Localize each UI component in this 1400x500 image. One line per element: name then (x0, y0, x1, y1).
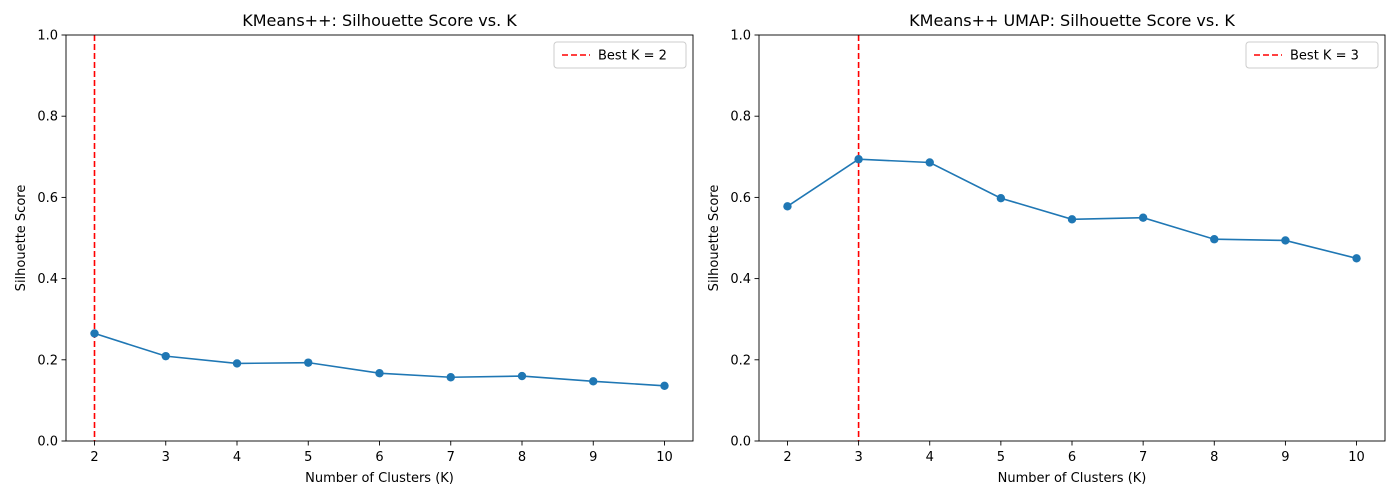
series-line (94, 332, 665, 387)
data-point (996, 194, 1006, 203)
data-point (1352, 254, 1361, 263)
y-tick-label: 0.4 (37, 272, 58, 287)
plot-frame (758, 34, 1386, 442)
x-tick-label: 9 (589, 450, 597, 465)
x-tick-label: 10 (656, 450, 673, 465)
y-tick-label: 0.6 (730, 191, 751, 206)
data-point (1210, 235, 1219, 244)
data-point (446, 373, 455, 382)
x-tick-label: 3 (854, 450, 862, 465)
chart-panel-2: KMeans++ UMAP: Silhouette Score vs. K 2 3 4… (707, 11, 1386, 486)
data-point (783, 202, 792, 211)
y-tick-label: 0.6 (37, 191, 58, 206)
x-tick-label: 2 (90, 450, 98, 465)
data-point (854, 155, 863, 164)
y-tick-label: 1.0 (730, 29, 751, 44)
y-tick-label: 0.2 (37, 353, 58, 368)
chart-panel-1: KMeans++: Silhouette Score vs. K 2 3 4 5 6 7 8 9… (14, 11, 694, 486)
data-point (304, 358, 313, 367)
x-tick-label: 7 (1139, 450, 1147, 465)
legend: Best K = 3 (1245, 41, 1379, 69)
x-axis-label: Number of Clusters (K) (998, 471, 1147, 486)
y-tick-label: 1.0 (37, 29, 58, 44)
data-point (161, 351, 170, 361)
data-point (1281, 236, 1290, 245)
x-tick-label: 2 (783, 450, 791, 465)
data-point (660, 381, 669, 390)
x-tick-label: 5 (997, 450, 1005, 465)
legend-box (553, 41, 687, 69)
legend: Best K = 2 (553, 41, 687, 69)
x-tick-label: 7 (447, 450, 455, 465)
data-point (1067, 215, 1077, 224)
y-axis-label: Silhouette Score (707, 185, 722, 292)
y-tick-label: 0.8 (37, 110, 58, 125)
x-tick-label: 8 (1210, 450, 1218, 465)
data-point (589, 377, 598, 386)
x-tick-label: 6 (375, 450, 383, 465)
y-axis-label: Silhouette Score (14, 185, 29, 292)
data-point (517, 371, 527, 381)
x-tick-label: 8 (518, 450, 526, 465)
x-axis-label: Number of Clusters (K) (305, 471, 454, 486)
data-point (232, 359, 242, 368)
data-point (925, 158, 934, 167)
x-tick-label: 3 (162, 450, 170, 465)
y-tick-label: 0.0 (37, 435, 58, 450)
y-tick-label: 0.8 (730, 110, 751, 125)
x-tick-label: 4 (926, 450, 934, 465)
x-tick-label: 6 (1068, 450, 1076, 465)
legend-box (1245, 41, 1379, 69)
y-tick-label: 0.2 (730, 353, 751, 368)
plot-frame (65, 34, 694, 442)
x-tick-label: 5 (304, 450, 312, 465)
y-tick-label: 0.4 (730, 272, 751, 287)
legend-label: Best K = 2 (598, 49, 667, 64)
series-line (787, 158, 1357, 260)
x-tick-label: 9 (1281, 450, 1289, 465)
x-tick-label: 10 (1348, 450, 1365, 465)
x-tick-label: 4 (233, 450, 241, 465)
data-point (90, 329, 99, 338)
chart-title: KMeans++: Silhouette Score vs. K (242, 11, 517, 30)
y-tick-label: 0.0 (730, 435, 751, 450)
data-point (1138, 213, 1148, 222)
data-point (375, 368, 384, 378)
chart-title: KMeans++ UMAP: Silhouette Score vs. K (909, 11, 1235, 30)
legend-label: Best K = 3 (1290, 49, 1359, 64)
